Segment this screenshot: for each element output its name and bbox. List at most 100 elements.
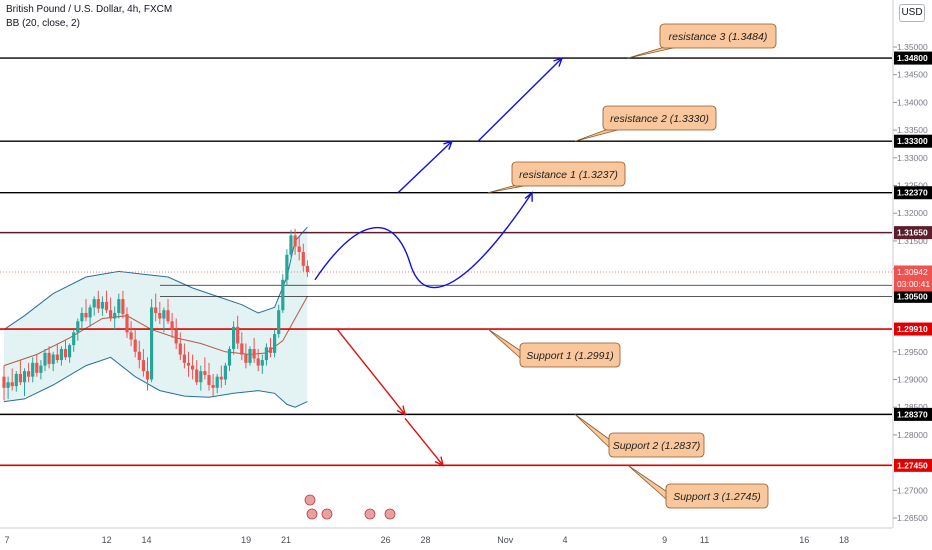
candle bbox=[141, 348, 145, 377]
candle bbox=[39, 360, 43, 380]
candle bbox=[100, 296, 104, 316]
time-tick-label: 4 bbox=[563, 535, 568, 545]
bearish-arrow bbox=[404, 417, 444, 466]
time-tick-label: 7 bbox=[4, 535, 9, 545]
economic-event-icon bbox=[321, 508, 333, 520]
candle bbox=[88, 304, 92, 327]
candle bbox=[55, 343, 59, 363]
bullish-arrow bbox=[397, 140, 453, 194]
candle bbox=[158, 301, 162, 325]
candle bbox=[256, 348, 260, 372]
level-price-badge bbox=[894, 407, 932, 421]
price-tick-label: 1.33000 bbox=[897, 153, 928, 163]
level-price-badge bbox=[894, 134, 932, 148]
bullish-arrow-head bbox=[553, 56, 564, 67]
candle bbox=[27, 362, 31, 383]
time-tick-label: 28 bbox=[421, 535, 431, 545]
candle bbox=[199, 365, 203, 391]
candle bbox=[22, 368, 27, 397]
callout: resistance 1 (1.3237) bbox=[487, 161, 626, 194]
candle bbox=[219, 365, 223, 388]
candle bbox=[84, 299, 88, 322]
level-price-label: 1.30500 bbox=[897, 291, 928, 301]
callout-text: Support 1 (1.2991) bbox=[526, 350, 614, 362]
projection-arrow-head bbox=[524, 191, 533, 202]
economic-event-icon bbox=[304, 494, 316, 506]
callout: Support 2 (1.2837) bbox=[574, 414, 705, 458]
candle bbox=[43, 348, 47, 372]
candle bbox=[6, 376, 10, 399]
candle bbox=[80, 307, 84, 330]
price-tick-label: 1.28000 bbox=[897, 430, 928, 440]
candle bbox=[113, 306, 117, 330]
candle bbox=[207, 362, 211, 391]
candle bbox=[121, 290, 125, 319]
candle bbox=[285, 249, 289, 286]
callout-text: resistance 3 (1.3484) bbox=[669, 31, 768, 43]
level-price-label: 1.28370 bbox=[897, 409, 928, 419]
candle bbox=[137, 340, 141, 369]
candle bbox=[166, 299, 170, 325]
callout-text: resistance 1 (1.3237) bbox=[519, 169, 618, 181]
current-price-label: 1.30942 bbox=[897, 267, 928, 277]
level-price-badge bbox=[894, 51, 932, 65]
candle bbox=[182, 343, 186, 369]
time-tick-label: 11 bbox=[700, 535, 709, 545]
candle bbox=[133, 329, 137, 358]
candle bbox=[109, 297, 113, 322]
candle bbox=[47, 346, 51, 369]
economic-event-icon bbox=[364, 508, 376, 520]
price-tick-label: 1.33500 bbox=[897, 125, 928, 135]
current-price-badge bbox=[894, 265, 932, 292]
candle bbox=[281, 274, 285, 313]
time-tick-label: 19 bbox=[241, 535, 251, 545]
level-price-badge bbox=[894, 458, 932, 472]
time-tick-label: 14 bbox=[142, 535, 152, 545]
bearish-arrow-head bbox=[434, 456, 445, 467]
candle bbox=[211, 373, 215, 397]
price-tick-label: 1.28500 bbox=[897, 402, 928, 412]
level-price-badge bbox=[894, 186, 932, 200]
candle bbox=[68, 343, 72, 363]
level-price-label: 1.29910 bbox=[897, 324, 928, 334]
projection-curve bbox=[314, 192, 533, 289]
countdown-label: 03:00:41 bbox=[897, 279, 930, 289]
callout: resistance 2 (1.3330) bbox=[574, 105, 717, 142]
candle bbox=[129, 321, 133, 347]
bearish-arrow bbox=[336, 328, 406, 415]
candle bbox=[2, 365, 6, 401]
callout-text: Support 3 (1.2745) bbox=[673, 491, 761, 503]
time-tick-label: 16 bbox=[799, 535, 809, 545]
level-price-label: 1.32370 bbox=[897, 188, 928, 198]
candle bbox=[117, 293, 121, 319]
candle bbox=[14, 371, 18, 392]
candle bbox=[223, 362, 227, 386]
candle bbox=[264, 343, 268, 366]
level-price-badge bbox=[894, 322, 932, 336]
candle bbox=[35, 354, 39, 377]
candle bbox=[232, 321, 236, 355]
candle bbox=[293, 228, 297, 255]
candle bbox=[76, 318, 80, 341]
bearish-arrow-head bbox=[396, 405, 407, 416]
candle bbox=[174, 318, 178, 349]
symbol-title: British Pound / U.S. Dollar, 4h, FXCM bbox=[6, 4, 173, 15]
candle bbox=[215, 373, 219, 394]
currency-button[interactable]: USD bbox=[899, 4, 925, 22]
candle bbox=[154, 293, 158, 322]
candle bbox=[301, 243, 305, 272]
indicator-label: BB (20, close, 2) bbox=[6, 18, 80, 29]
time-tick-label: 26 bbox=[381, 535, 391, 545]
level-price-label: 1.27450 bbox=[897, 460, 928, 470]
candle bbox=[51, 351, 55, 372]
price-tick-label: 1.31500 bbox=[897, 236, 928, 246]
price-tick-label: 1.29500 bbox=[897, 347, 928, 357]
level-price-badge bbox=[894, 289, 932, 303]
candle bbox=[240, 332, 244, 361]
candle bbox=[59, 346, 63, 366]
price-tick-label: 1.35000 bbox=[897, 42, 928, 52]
candle bbox=[273, 329, 277, 358]
time-tick-label: 21 bbox=[281, 535, 291, 545]
candle bbox=[92, 296, 96, 316]
